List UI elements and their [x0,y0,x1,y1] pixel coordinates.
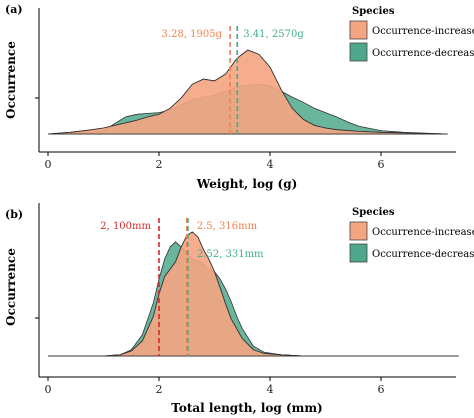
mean-annotation: 2, 100mm [100,221,151,232]
x-axis-title: Weight, log (g) [196,177,298,191]
x-tick-label: 0 [45,158,52,171]
x-axis-title: Total length, log (mm) [171,401,322,415]
legend-label: Occurrence-increased [372,26,474,37]
panel-label: (a) [5,3,23,16]
x-tick-label: 2 [156,383,163,396]
mean-annotation: 3.41, 2570g [243,29,304,40]
legend-key-decreased [349,42,368,62]
x-tick-label: 4 [267,383,274,396]
y-axis-title: Occurrence [4,41,18,119]
x-tick-label: 4 [267,158,274,171]
mean-annotation: 2.52, 331mm [197,249,264,260]
y-axis-title: Occurrence [4,248,18,326]
legend-label: Occurrence-decreased [372,48,474,59]
legend-key-increased [349,20,368,40]
legend-label: Occurrence-increased [372,227,474,238]
panel-label: (b) [5,208,23,221]
x-tick-label: 6 [378,383,385,396]
legend-key-decreased [349,243,368,263]
legend-title: Species [352,207,395,218]
density-area-increased-overlay [48,231,459,357]
x-tick-label: 0 [45,383,52,396]
mean-annotation: 2.5, 316mm [197,221,258,232]
x-tick-label: 2 [156,158,163,171]
mean-annotation: 3.28, 1905g [162,29,223,40]
legend-title: Species [352,6,395,17]
legend-label: Occurrence-decreased [372,249,474,260]
legend-key-increased [349,221,368,241]
x-tick-label: 6 [378,158,385,171]
density-area-increased-overlay [47,49,448,135]
